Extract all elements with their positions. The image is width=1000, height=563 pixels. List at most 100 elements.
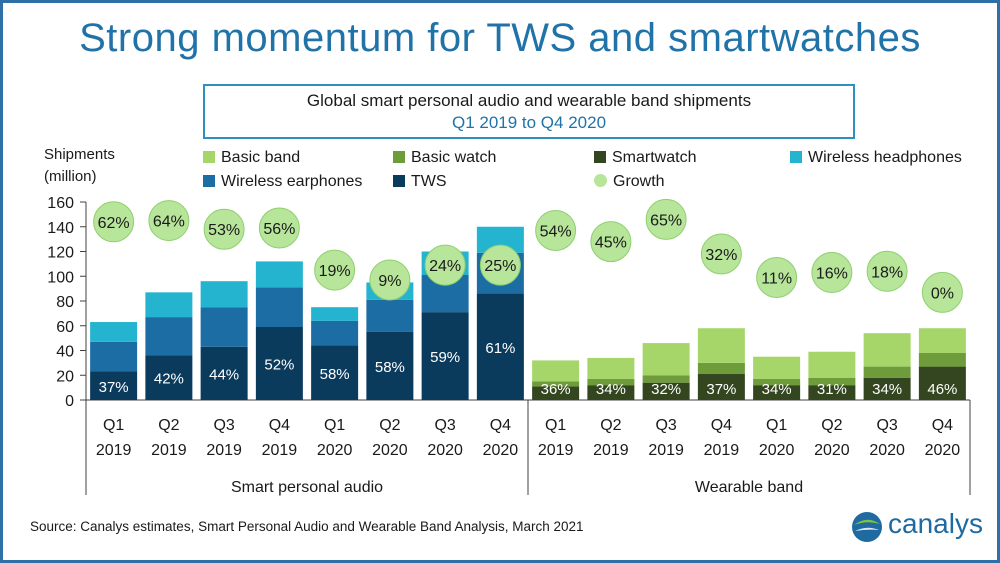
- growth-bubble: [590, 221, 632, 263]
- x-tick-label-quarter: Q2: [821, 417, 842, 434]
- x-tick-label-year: 2019: [96, 442, 132, 459]
- bar-segment: [918, 366, 966, 400]
- bar-segment: [532, 386, 580, 400]
- legend-label: Basic band: [221, 149, 301, 166]
- y-tick-label: 20: [56, 368, 74, 385]
- legend-item-basic-band: Basic band: [203, 149, 300, 167]
- x-tick-label-year: 2020: [869, 442, 905, 459]
- bar-segment: [697, 362, 745, 375]
- growth-bubble: [148, 200, 190, 242]
- canalys-logo-icon: [852, 512, 882, 542]
- x-tick-label-year: 2019: [648, 442, 684, 459]
- bar-segment: [311, 345, 359, 400]
- growth-bubble: [535, 209, 577, 251]
- share-label: 58%: [375, 359, 405, 376]
- share-label: 59%: [430, 349, 460, 366]
- legend-item-growth: Growth: [594, 173, 665, 191]
- bar-segment: [587, 385, 635, 400]
- growth-label: 19%: [319, 263, 351, 280]
- bar-segment: [145, 292, 193, 318]
- growth-label: 65%: [650, 212, 682, 229]
- legend-dot: [594, 174, 607, 187]
- y-tick-label: 0: [65, 393, 74, 410]
- bar-segment: [421, 312, 469, 400]
- growth-bubble: [258, 207, 300, 249]
- growth-label: 0%: [931, 285, 954, 302]
- bar-segment: [90, 371, 138, 400]
- bar-segment: [808, 377, 856, 386]
- x-tick-label-year: 2020: [483, 442, 519, 459]
- growth-bubble: [921, 271, 963, 313]
- bar-segment: [366, 299, 414, 332]
- growth-label: 11%: [761, 270, 792, 287]
- bar-segment: [863, 377, 911, 400]
- bar-segment: [642, 375, 690, 383]
- growth-bubble: [479, 244, 521, 286]
- x-tick-label-quarter: Q3: [655, 417, 676, 434]
- x-tick-label-year: 2020: [814, 442, 850, 459]
- bar-segment: [918, 352, 966, 367]
- legend-label: Smartwatch: [612, 149, 697, 166]
- bar-segment: [808, 351, 856, 378]
- x-tick-label-quarter: Q2: [600, 417, 621, 434]
- bar-segment: [145, 317, 193, 356]
- share-label: 32%: [651, 381, 681, 398]
- x-tick-label-year: 2019: [151, 442, 187, 459]
- y-tick-label: 120: [47, 245, 74, 262]
- share-label: 34%: [762, 381, 792, 398]
- bar-segment: [753, 385, 801, 400]
- legend-label: Growth: [613, 173, 665, 190]
- bar-segment: [697, 374, 745, 400]
- bar-segment: [587, 378, 635, 386]
- growth-bubble: [811, 252, 853, 294]
- y-tick-label: 40: [56, 344, 74, 361]
- bar-segment: [145, 355, 193, 400]
- bar-segment: [642, 382, 690, 400]
- x-tick-label-quarter: Q3: [434, 417, 455, 434]
- y-axis-label-line2: (million): [44, 168, 97, 185]
- source-note: Source: Canalys estimates, Smart Persona…: [30, 519, 584, 534]
- bar-segment: [753, 378, 801, 386]
- legend-swatch: [393, 175, 405, 187]
- chart-subtitle: Global smart personal audio and wearable…: [306, 91, 752, 110]
- bar-segment: [587, 357, 635, 379]
- x-tick-label-quarter: Q4: [269, 417, 290, 434]
- growth-label: 64%: [153, 214, 185, 231]
- bar-segment: [200, 346, 248, 400]
- growth-label: 62%: [98, 215, 130, 232]
- growth-bubble: [756, 256, 798, 298]
- legend-label: Wireless headphones: [808, 149, 962, 166]
- y-axis-label: Shipments (million): [44, 144, 115, 188]
- share-label: 46%: [927, 381, 957, 398]
- legend-item-smartwatch: Smartwatch: [594, 149, 696, 167]
- x-tick-label-quarter: Q3: [213, 417, 234, 434]
- legend-swatch: [203, 175, 215, 187]
- x-tick-label-quarter: Q4: [932, 417, 953, 434]
- legend-item-wireless-earphones: Wireless earphones: [203, 173, 362, 191]
- share-label: 52%: [264, 356, 294, 373]
- x-tick-label-quarter: Q1: [103, 417, 124, 434]
- x-tick-label-quarter: Q2: [379, 417, 400, 434]
- share-label: 37%: [99, 379, 129, 396]
- x-tick-label-year: 2020: [925, 442, 961, 459]
- page-title: Strong momentum for TWS and smartwatches: [79, 16, 921, 60]
- legend-swatch: [594, 151, 606, 163]
- growth-label: 16%: [816, 266, 848, 283]
- bar-segment: [808, 385, 856, 400]
- x-tick-label-quarter: Q1: [324, 417, 345, 434]
- growth-bubble: [203, 208, 245, 250]
- legend-item-tws: TWS: [393, 173, 447, 191]
- bar-segment: [642, 343, 690, 376]
- share-label: 36%: [541, 381, 571, 398]
- legend-swatch: [203, 151, 215, 163]
- growth-label: 24%: [429, 258, 461, 275]
- growth-bubble: [700, 233, 742, 275]
- bar-segment: [532, 360, 580, 382]
- bar-segment: [476, 293, 524, 400]
- growth-bubble: [369, 259, 411, 301]
- bar-segment: [255, 326, 303, 400]
- bar-segment: [255, 287, 303, 327]
- x-tick-label-year: 2019: [704, 442, 740, 459]
- legend-item-wireless-headphones: Wireless headphones: [790, 149, 962, 167]
- x-tick-label-quarter: Q3: [876, 417, 897, 434]
